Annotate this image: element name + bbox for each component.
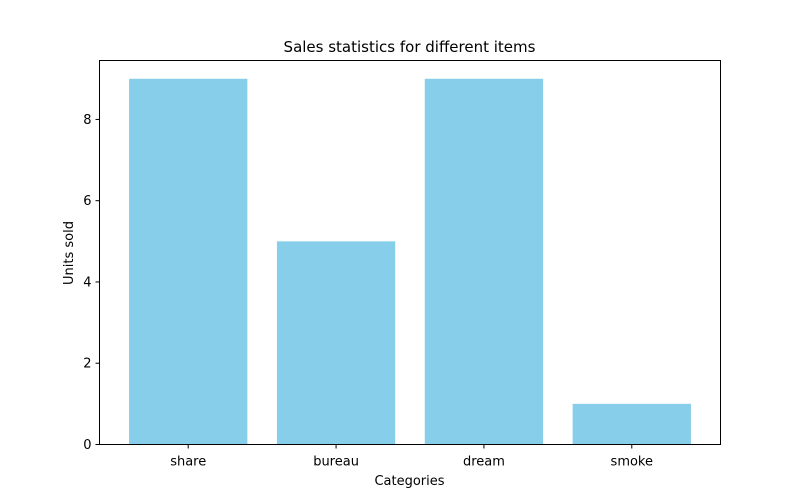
- y-tick-label-0: 0: [83, 438, 91, 453]
- bars-group: [129, 78, 691, 445]
- y-tick-label-6: 6: [83, 194, 91, 209]
- y-tick-label-8: 8: [83, 113, 91, 128]
- x-tick-label-dream: dream: [463, 455, 505, 470]
- x-axis-label: Categories: [374, 474, 444, 489]
- y-tick-label-2: 2: [83, 357, 91, 372]
- x-tick-label-share: share: [170, 455, 206, 470]
- chart-title: Sales statistics for different items: [284, 38, 536, 56]
- x-tick-label-smoke: smoke: [611, 455, 653, 470]
- y-axis-ticks: 0 2 4 6 8: [83, 113, 100, 453]
- y-axis-label: Units sold: [62, 221, 77, 285]
- bar-dream: [424, 78, 544, 445]
- x-tick-label-bureau: bureau: [313, 455, 359, 470]
- x-axis-ticks: share bureau dream smoke: [170, 444, 653, 470]
- y-tick-label-4: 4: [83, 275, 91, 290]
- bar-bureau: [276, 241, 396, 445]
- plot-frame: [99, 60, 721, 445]
- bar-share: [129, 78, 248, 445]
- bar-smoke: [572, 403, 691, 445]
